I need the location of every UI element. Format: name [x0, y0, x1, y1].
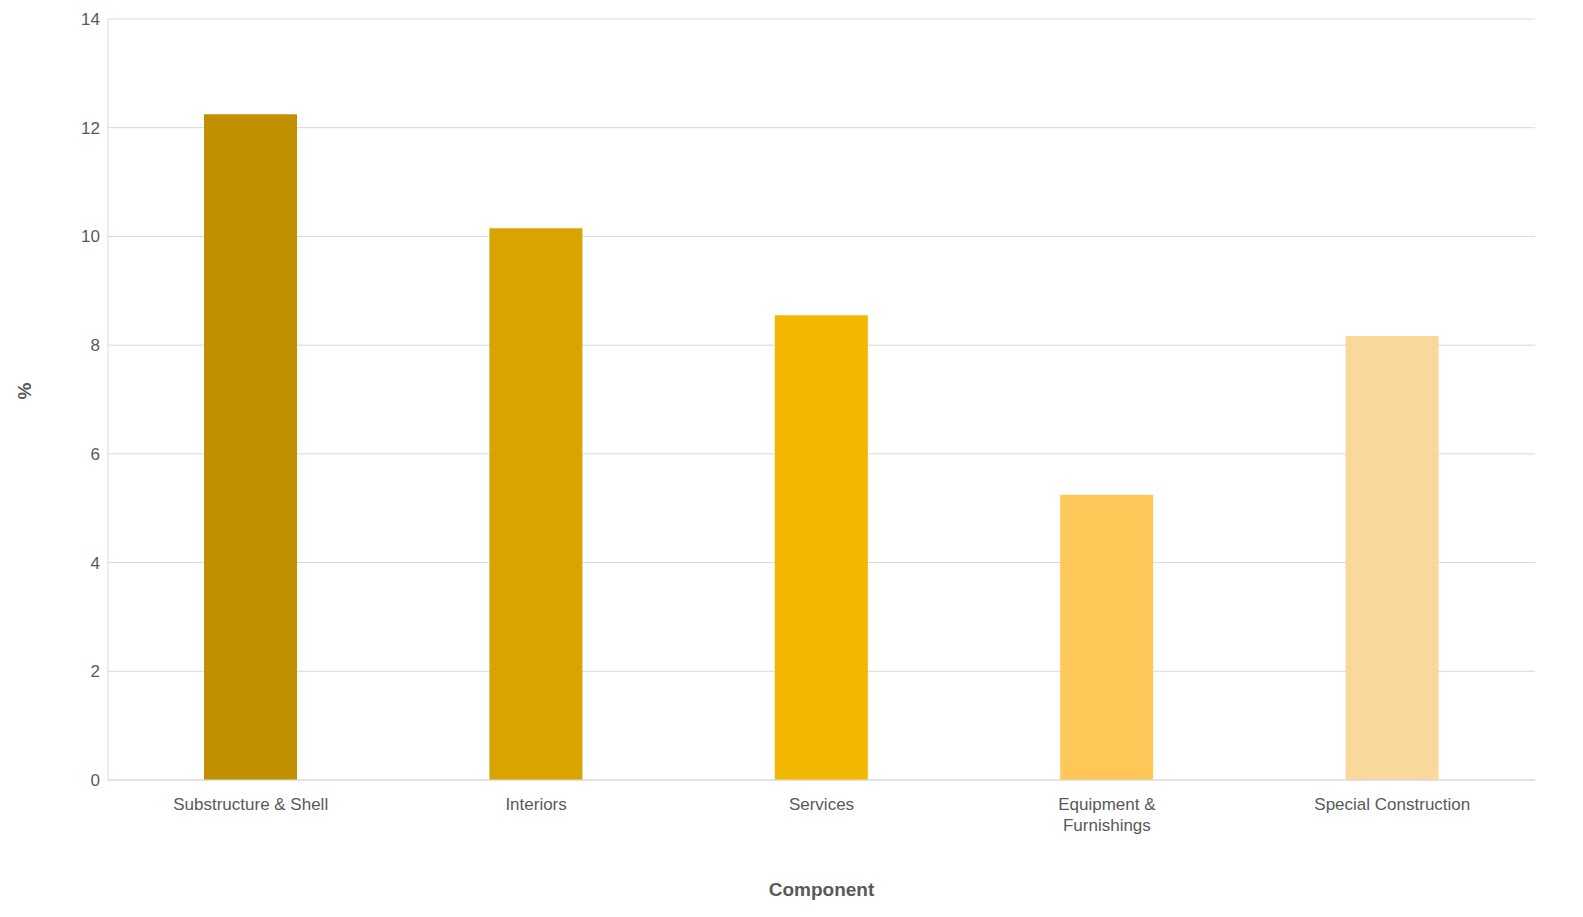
svg-text:2: 2 [91, 662, 100, 681]
svg-text:%: % [14, 383, 35, 400]
svg-text:10: 10 [81, 227, 100, 246]
svg-text:8: 8 [91, 336, 100, 355]
svg-text:12: 12 [81, 119, 100, 138]
svg-text:4: 4 [91, 554, 100, 573]
svg-text:Substructure & Shell: Substructure & Shell [173, 795, 328, 814]
svg-text:Special Construction: Special Construction [1314, 795, 1470, 814]
svg-text:Equipment &Furnishings: Equipment &Furnishings [1058, 795, 1156, 835]
svg-text:14: 14 [81, 10, 100, 29]
svg-text:Services: Services [789, 795, 854, 814]
svg-text:Component: Component [769, 879, 875, 900]
svg-text:6: 6 [91, 445, 100, 464]
svg-text:Interiors: Interiors [505, 795, 566, 814]
svg-text:0: 0 [91, 771, 100, 790]
